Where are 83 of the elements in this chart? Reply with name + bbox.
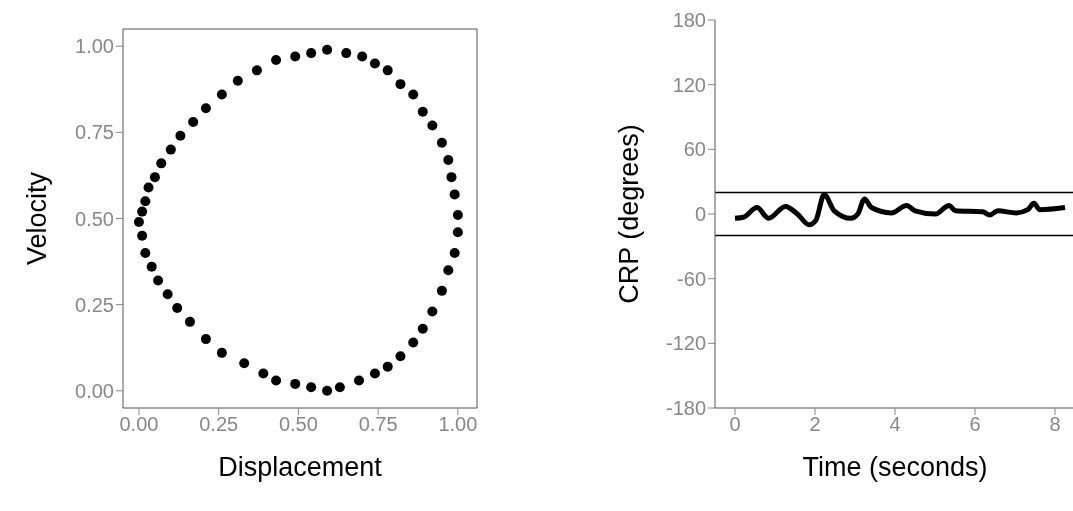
point bbox=[427, 306, 438, 317]
point bbox=[322, 44, 333, 55]
y-tick-label: -60 bbox=[677, 267, 706, 290]
point bbox=[357, 51, 368, 62]
point bbox=[408, 337, 419, 348]
point bbox=[395, 351, 406, 362]
y-tick-label: -180 bbox=[665, 397, 706, 420]
point bbox=[271, 55, 282, 66]
x-tick-label: 0.25 bbox=[199, 413, 239, 436]
y-tick-label: 0.25 bbox=[75, 293, 114, 316]
point bbox=[382, 65, 393, 76]
point bbox=[216, 89, 227, 100]
point bbox=[200, 334, 211, 345]
point bbox=[369, 58, 380, 69]
point bbox=[306, 48, 317, 59]
point bbox=[239, 358, 250, 369]
y-tick-label: 0.00 bbox=[75, 379, 114, 402]
point bbox=[216, 347, 227, 358]
point bbox=[369, 368, 380, 379]
y-tick-label: 0 bbox=[694, 203, 706, 226]
point bbox=[133, 216, 144, 227]
point bbox=[341, 48, 352, 59]
point bbox=[446, 172, 457, 183]
point bbox=[408, 89, 419, 100]
x-tick-label: 8 bbox=[1049, 413, 1061, 436]
x-tick-label: 0 bbox=[729, 413, 741, 436]
point bbox=[427, 120, 438, 131]
y-axis-title: CRP (degrees) bbox=[613, 124, 644, 304]
point bbox=[143, 182, 154, 193]
point bbox=[436, 285, 447, 296]
y-tick-label: -120 bbox=[665, 332, 706, 355]
point bbox=[172, 303, 183, 314]
point bbox=[290, 51, 301, 62]
x-tick-label: 0.75 bbox=[358, 413, 398, 436]
point bbox=[140, 247, 151, 258]
y-tick-label: 0.75 bbox=[75, 121, 114, 144]
x-axis-title: Displacement bbox=[218, 452, 383, 482]
point bbox=[417, 323, 428, 334]
point bbox=[137, 206, 148, 217]
point bbox=[232, 75, 243, 86]
point bbox=[452, 210, 463, 221]
point bbox=[306, 382, 317, 393]
y-tick-label: 60 bbox=[683, 138, 706, 161]
x-tick-label: 4 bbox=[889, 413, 901, 436]
point bbox=[149, 172, 160, 183]
point bbox=[449, 189, 460, 200]
point bbox=[436, 137, 447, 148]
x-tick-label: 0.00 bbox=[119, 413, 159, 436]
x-tick-label: 0.50 bbox=[278, 413, 318, 436]
point bbox=[153, 275, 164, 286]
point bbox=[137, 230, 148, 241]
point bbox=[443, 265, 454, 276]
y-axis-title: Velocity bbox=[21, 171, 52, 266]
y-tick-label: 0.50 bbox=[75, 207, 114, 230]
point bbox=[184, 316, 195, 327]
point bbox=[200, 103, 211, 114]
point bbox=[162, 289, 173, 300]
point bbox=[334, 382, 345, 393]
point bbox=[452, 227, 463, 238]
x-tick-label: 6 bbox=[969, 413, 981, 436]
point bbox=[258, 368, 269, 379]
point bbox=[156, 158, 167, 169]
x-axis-title: Time (seconds) bbox=[802, 452, 988, 482]
point bbox=[417, 106, 428, 117]
point bbox=[382, 361, 393, 372]
y-tick-label: 1.00 bbox=[75, 35, 114, 58]
y-tick-label: 180 bbox=[672, 9, 706, 32]
point bbox=[449, 247, 460, 258]
point bbox=[271, 375, 282, 386]
y-tick-label: 120 bbox=[672, 73, 706, 96]
point bbox=[175, 130, 186, 141]
point bbox=[322, 385, 333, 396]
point bbox=[354, 375, 364, 386]
point bbox=[165, 144, 176, 155]
x-tick-label: 1.00 bbox=[438, 413, 478, 436]
point bbox=[443, 154, 454, 165]
point bbox=[188, 117, 199, 128]
point bbox=[251, 65, 262, 76]
point bbox=[290, 378, 301, 389]
point bbox=[140, 196, 151, 207]
point bbox=[146, 261, 157, 272]
point bbox=[395, 79, 406, 90]
x-tick-label: 2 bbox=[809, 413, 821, 436]
